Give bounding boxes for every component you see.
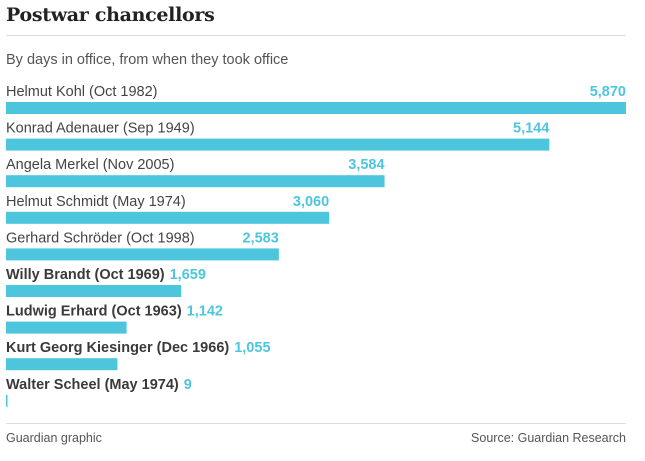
bar-category-label: Ludwig Erhard (Oct 1963) — [6, 304, 182, 320]
footer-source: Source: Guardian Research — [471, 431, 626, 445]
bar-value-label: 3,060 — [293, 194, 329, 210]
bar — [6, 321, 127, 334]
chart-title: Postwar chancellors — [6, 4, 215, 26]
bar-category-label: Kurt Georg Kiesinger (Dec 1966) — [6, 340, 229, 356]
bar — [6, 248, 279, 261]
bottom-divider — [6, 423, 626, 424]
bar — [6, 175, 385, 188]
bar — [6, 102, 626, 114]
bar-category-label: Walter Scheel (May 1974) — [6, 377, 179, 393]
bar-value-label: 1,659 — [170, 267, 206, 283]
bar-value-label: 2,583 — [243, 230, 279, 246]
bar — [6, 211, 330, 224]
bar-category-label: Gerhard Schröder (Oct 1998) — [6, 230, 195, 246]
bar-category-label: Helmut Kohl (Oct 1982) — [6, 84, 158, 100]
bar-category-label: Konrad Adenauer (Sep 1949) — [6, 121, 195, 137]
bar-value-label: 5,870 — [590, 84, 626, 100]
bar-value-label: 1,142 — [187, 304, 223, 320]
chart-container: Postwar chancellors By days in office, f… — [6, 0, 626, 461]
bar-value-label: 5,144 — [513, 121, 549, 137]
footer-credit: Guardian graphic — [6, 431, 102, 445]
bar — [6, 138, 550, 151]
bar — [6, 358, 118, 371]
chart-subtitle: By days in office, from when they took o… — [6, 52, 289, 68]
bar-category-label: Willy Brandt (Oct 1969) — [6, 267, 165, 283]
bar-category-label: Helmut Schmidt (May 1974) — [6, 194, 186, 210]
bar-chart: Helmut Kohl (Oct 1982) 5,870 Konrad Adenau… — [6, 84, 626, 407]
bar — [6, 285, 182, 297]
bar-value-label: 1,055 — [234, 340, 270, 356]
bar — [6, 394, 8, 407]
bar-category-label: Angela Merkel (Nov 2005) — [6, 157, 174, 173]
bar-value-label: 3,584 — [348, 157, 384, 173]
bar-value-label: 9 — [184, 377, 192, 393]
top-divider — [6, 35, 626, 36]
